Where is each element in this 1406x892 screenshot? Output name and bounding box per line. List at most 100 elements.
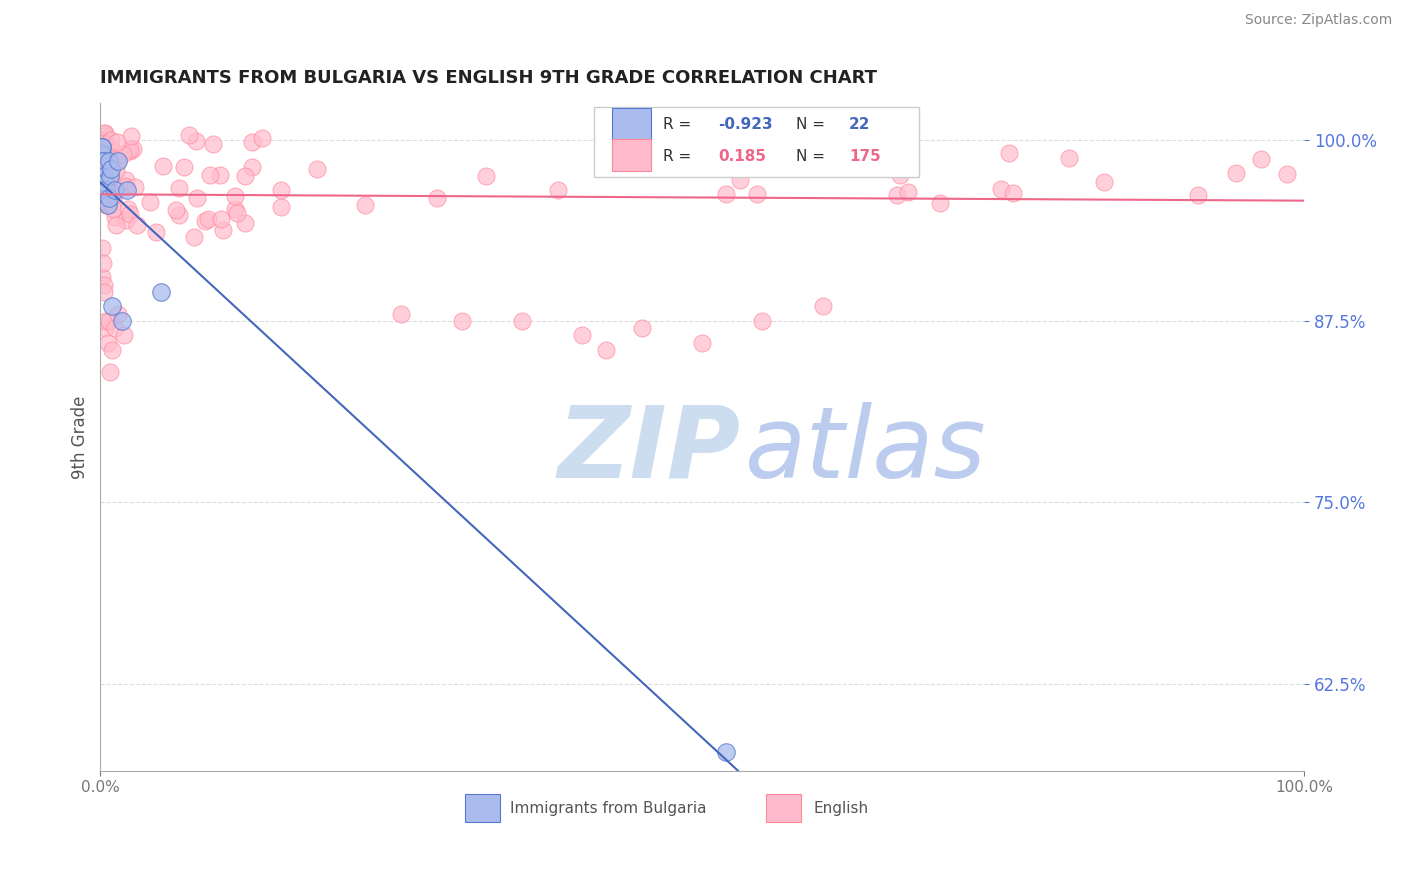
FancyBboxPatch shape — [612, 139, 651, 171]
Point — [104, 321, 127, 335]
Point — [886, 187, 908, 202]
Point — [897, 185, 920, 199]
Point — [94, 136, 117, 151]
Text: 175: 175 — [849, 149, 882, 163]
Point — [1250, 152, 1272, 166]
Point — [94, 175, 117, 189]
Point — [97, 314, 120, 328]
Point — [731, 153, 754, 168]
Point — [98, 169, 121, 183]
Point — [118, 142, 141, 156]
Point — [111, 314, 134, 328]
Text: atlas: atlas — [744, 401, 986, 499]
Point — [118, 144, 141, 158]
Point — [183, 229, 205, 244]
Point — [224, 202, 246, 216]
FancyBboxPatch shape — [465, 794, 501, 822]
Point — [93, 140, 115, 154]
Point — [90, 140, 112, 154]
Point — [124, 180, 146, 194]
Point — [103, 210, 125, 224]
Point — [97, 191, 120, 205]
Point — [104, 183, 127, 197]
Point — [103, 189, 125, 203]
Point — [94, 146, 117, 161]
Point — [90, 142, 112, 156]
Point — [194, 214, 217, 228]
Point — [97, 198, 120, 212]
Point — [101, 149, 124, 163]
Point — [98, 149, 121, 163]
Text: Immigrants from Bulgaria: Immigrants from Bulgaria — [509, 801, 706, 816]
Point — [929, 196, 952, 211]
Point — [270, 183, 292, 197]
Point — [91, 178, 114, 193]
Text: English: English — [813, 801, 868, 816]
Point — [93, 176, 115, 190]
Point — [716, 745, 738, 759]
Point — [104, 162, 127, 177]
Point — [96, 175, 118, 189]
Point — [450, 314, 472, 328]
Point — [90, 270, 112, 285]
Point — [849, 158, 872, 172]
Point — [105, 153, 128, 168]
Point — [198, 168, 221, 182]
Point — [91, 154, 114, 169]
Point — [96, 137, 118, 152]
Point — [90, 157, 112, 171]
Point — [115, 173, 138, 187]
Point — [93, 164, 115, 178]
Point — [103, 153, 125, 167]
Point — [1092, 174, 1115, 188]
Point — [990, 182, 1012, 196]
Point — [998, 146, 1021, 161]
Point — [167, 208, 190, 222]
Point — [1277, 167, 1299, 181]
Point — [240, 160, 263, 174]
Y-axis label: 9th Grade: 9th Grade — [72, 395, 89, 479]
Point — [97, 196, 120, 211]
Point — [98, 164, 121, 178]
Point — [1187, 188, 1209, 202]
Point — [807, 141, 830, 155]
Point — [728, 173, 751, 187]
Point — [98, 184, 121, 198]
Point — [103, 152, 125, 166]
Text: N =: N = — [796, 149, 825, 163]
Point — [855, 135, 877, 149]
Point — [93, 136, 115, 150]
Text: R =: R = — [662, 149, 690, 163]
Text: 22: 22 — [849, 117, 870, 132]
Point — [89, 143, 111, 157]
Point — [91, 170, 114, 185]
Point — [96, 198, 118, 212]
Point — [120, 207, 142, 221]
Point — [745, 186, 768, 201]
Point — [90, 135, 112, 149]
FancyBboxPatch shape — [593, 107, 920, 177]
Point — [186, 191, 208, 205]
Point — [97, 154, 120, 169]
Point — [152, 159, 174, 173]
Point — [853, 150, 876, 164]
Text: Source: ZipAtlas.com: Source: ZipAtlas.com — [1244, 13, 1392, 28]
Point — [197, 212, 219, 227]
Point — [690, 335, 713, 350]
Point — [167, 181, 190, 195]
Point — [122, 142, 145, 156]
Point — [354, 198, 377, 212]
Text: N =: N = — [796, 117, 825, 132]
Point — [89, 140, 111, 154]
Point — [93, 153, 115, 167]
Point — [93, 169, 115, 183]
Point — [426, 191, 449, 205]
Point — [811, 300, 834, 314]
Point — [97, 196, 120, 211]
Point — [114, 178, 136, 193]
Point — [1225, 166, 1247, 180]
Point — [93, 165, 115, 179]
Point — [107, 154, 129, 169]
Point — [818, 130, 841, 145]
Point — [202, 137, 225, 152]
